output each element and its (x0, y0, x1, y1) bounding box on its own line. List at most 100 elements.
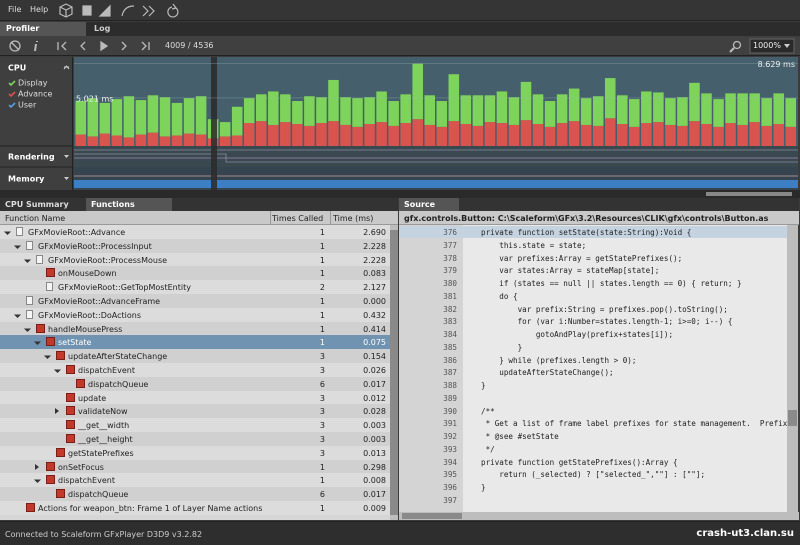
table-row[interactable]: validateNow30.028 (0, 404, 390, 418)
time-ms: 2.690 (363, 228, 386, 237)
time-ms: 0.003 (363, 435, 386, 444)
legend-entry: User (18, 101, 37, 110)
collapsed-arrow[interactable] (55, 408, 59, 414)
expanded-arrow[interactable] (34, 338, 41, 345)
watermark: crash-ut3.clan.su (696, 528, 794, 539)
table-row[interactable]: dispatchQueue60.017 (0, 487, 390, 501)
cpu-bar-segment (581, 125, 592, 146)
menu-item[interactable]: Help (30, 5, 48, 14)
expanded-arrow[interactable] (24, 256, 31, 263)
table-row[interactable]: __get__width30.003 (0, 418, 390, 432)
cpu-bar-segment (641, 91, 652, 123)
table-row[interactable]: GFxMovieRoot::ProcessInput12.228 (0, 239, 390, 253)
cpu-bar-segment (328, 121, 339, 146)
legend-check (9, 92, 15, 96)
table-row[interactable]: onSetFocus10.298 (0, 460, 390, 474)
cpu-bar-segment (184, 134, 195, 146)
column-header[interactable]: Function Name (5, 214, 65, 223)
cpu-bar-segment (88, 136, 99, 146)
main-tab[interactable]: Profiler (0, 22, 86, 36)
expanded-arrow[interactable] (4, 228, 11, 235)
collapsed-arrow[interactable] (35, 464, 39, 470)
line-number: 396 (443, 483, 457, 492)
cpu-bar-segment (124, 96, 135, 137)
cpu-bar-segment (713, 127, 724, 146)
cpu-bar-segment (316, 97, 327, 123)
table-row[interactable]: updateAfterStateChange30.154 (0, 349, 390, 363)
code-hscroll-thumb[interactable] (402, 513, 462, 519)
table-row[interactable]: dispatchEvent30.026 (0, 363, 390, 377)
line-number: 385 (443, 343, 457, 352)
expanded-arrow[interactable] (44, 352, 51, 359)
expanded-arrow[interactable] (14, 242, 21, 249)
cpu-bar-segment (244, 98, 255, 123)
expanded-arrow[interactable] (54, 366, 61, 373)
menu-item[interactable]: File (8, 5, 21, 14)
table-scroll-thumb[interactable] (390, 230, 398, 515)
cpu-bar-segment (665, 125, 676, 146)
table-row[interactable]: __get__height30.003 (0, 432, 390, 446)
table-row[interactable]: getStatePrefixes30.013 (0, 446, 390, 460)
cpu-bar-segment (304, 96, 315, 126)
cpu-bar-segment (376, 122, 387, 146)
table-row[interactable]: onMouseDown10.083 (0, 266, 390, 280)
cpu-bar-segment (629, 99, 640, 127)
code-line: return (_selected) ? ["selected_",""] : … (481, 470, 705, 479)
table-row[interactable]: GFxMovieRoot::GetTopMostEntity22.127 (0, 280, 390, 294)
times-called: 1 (320, 269, 325, 278)
cpu-bar-segment (593, 96, 604, 126)
times-called: 2 (320, 283, 325, 292)
cpu-bar-segment (773, 124, 784, 146)
table-row[interactable]: Actions for weapon_btn: Frame 1 of Layer… (0, 501, 390, 515)
table-row[interactable]: update30.012 (0, 391, 390, 405)
source-tab[interactable]: Source (399, 198, 459, 211)
time-ms: 0.414 (363, 325, 386, 334)
table-row[interactable]: dispatchEvent10.008 (0, 473, 390, 487)
cpu-bar-segment (352, 98, 363, 127)
function-icon (66, 365, 75, 374)
code-vscroll-thumb[interactable] (788, 410, 797, 426)
zoom-value[interactable]: 1000% (753, 41, 781, 50)
code-line: gotoAndPlay(prefix+states[i]); (481, 330, 673, 339)
main-tab[interactable]: Log (88, 22, 174, 36)
times-called: 1 (320, 463, 325, 472)
cpu-bar-segment (76, 101, 87, 134)
line-number: 380 (443, 279, 457, 288)
expanded-arrow[interactable] (34, 476, 41, 483)
cpu-bar-segment (461, 95, 472, 124)
table-row[interactable]: dispatchQueue60.017 (0, 377, 390, 391)
times-called: 1 (320, 256, 325, 265)
table-row[interactable]: GFxMovieRoot::DoActions10.432 (0, 308, 390, 322)
table-row[interactable]: handleMousePress10.414 (0, 322, 390, 336)
table-row[interactable]: GFxMovieRoot::Advance12.690 (0, 225, 390, 239)
cpu-bar-segment (316, 123, 327, 146)
table-row[interactable]: GFxMovieRoot::AdvanceFrame10.000 (0, 294, 390, 308)
line-number: 394 (443, 458, 457, 467)
expanded-arrow[interactable] (24, 325, 31, 332)
times-called: 1 (320, 242, 325, 251)
line-number: 393 (443, 445, 457, 454)
cpu-bar-segment (689, 83, 700, 121)
page-icon (16, 227, 23, 236)
code-line: private function setState(state:String):… (481, 228, 691, 237)
line-number: 377 (443, 241, 457, 250)
times-called: 1 (320, 325, 325, 334)
summary-tab[interactable]: Functions (86, 198, 172, 211)
table-row[interactable]: setState10.075 (0, 335, 390, 349)
code-line: do { (481, 292, 518, 301)
scroll-thumb[interactable] (706, 192, 792, 196)
cpu-bar-segment (653, 122, 664, 146)
expanded-arrow[interactable] (14, 311, 21, 318)
column-header[interactable]: Time (ms) (333, 214, 373, 223)
cpu-bar-segment (220, 122, 231, 136)
column-header[interactable]: Times Called (272, 214, 323, 223)
cpu-bar-segment (737, 125, 748, 146)
code-vscroll (787, 225, 798, 512)
summary-tab[interactable]: CPU Summary (0, 198, 86, 211)
function-icon (36, 324, 45, 333)
line-number: 389 (443, 394, 457, 403)
code-line: var prefix:String = prefixes.pop().toStr… (481, 305, 728, 314)
table-row[interactable]: GFxMovieRoot::ProcessMouse12.228 (0, 253, 390, 267)
cpu-bar-segment (388, 101, 399, 126)
